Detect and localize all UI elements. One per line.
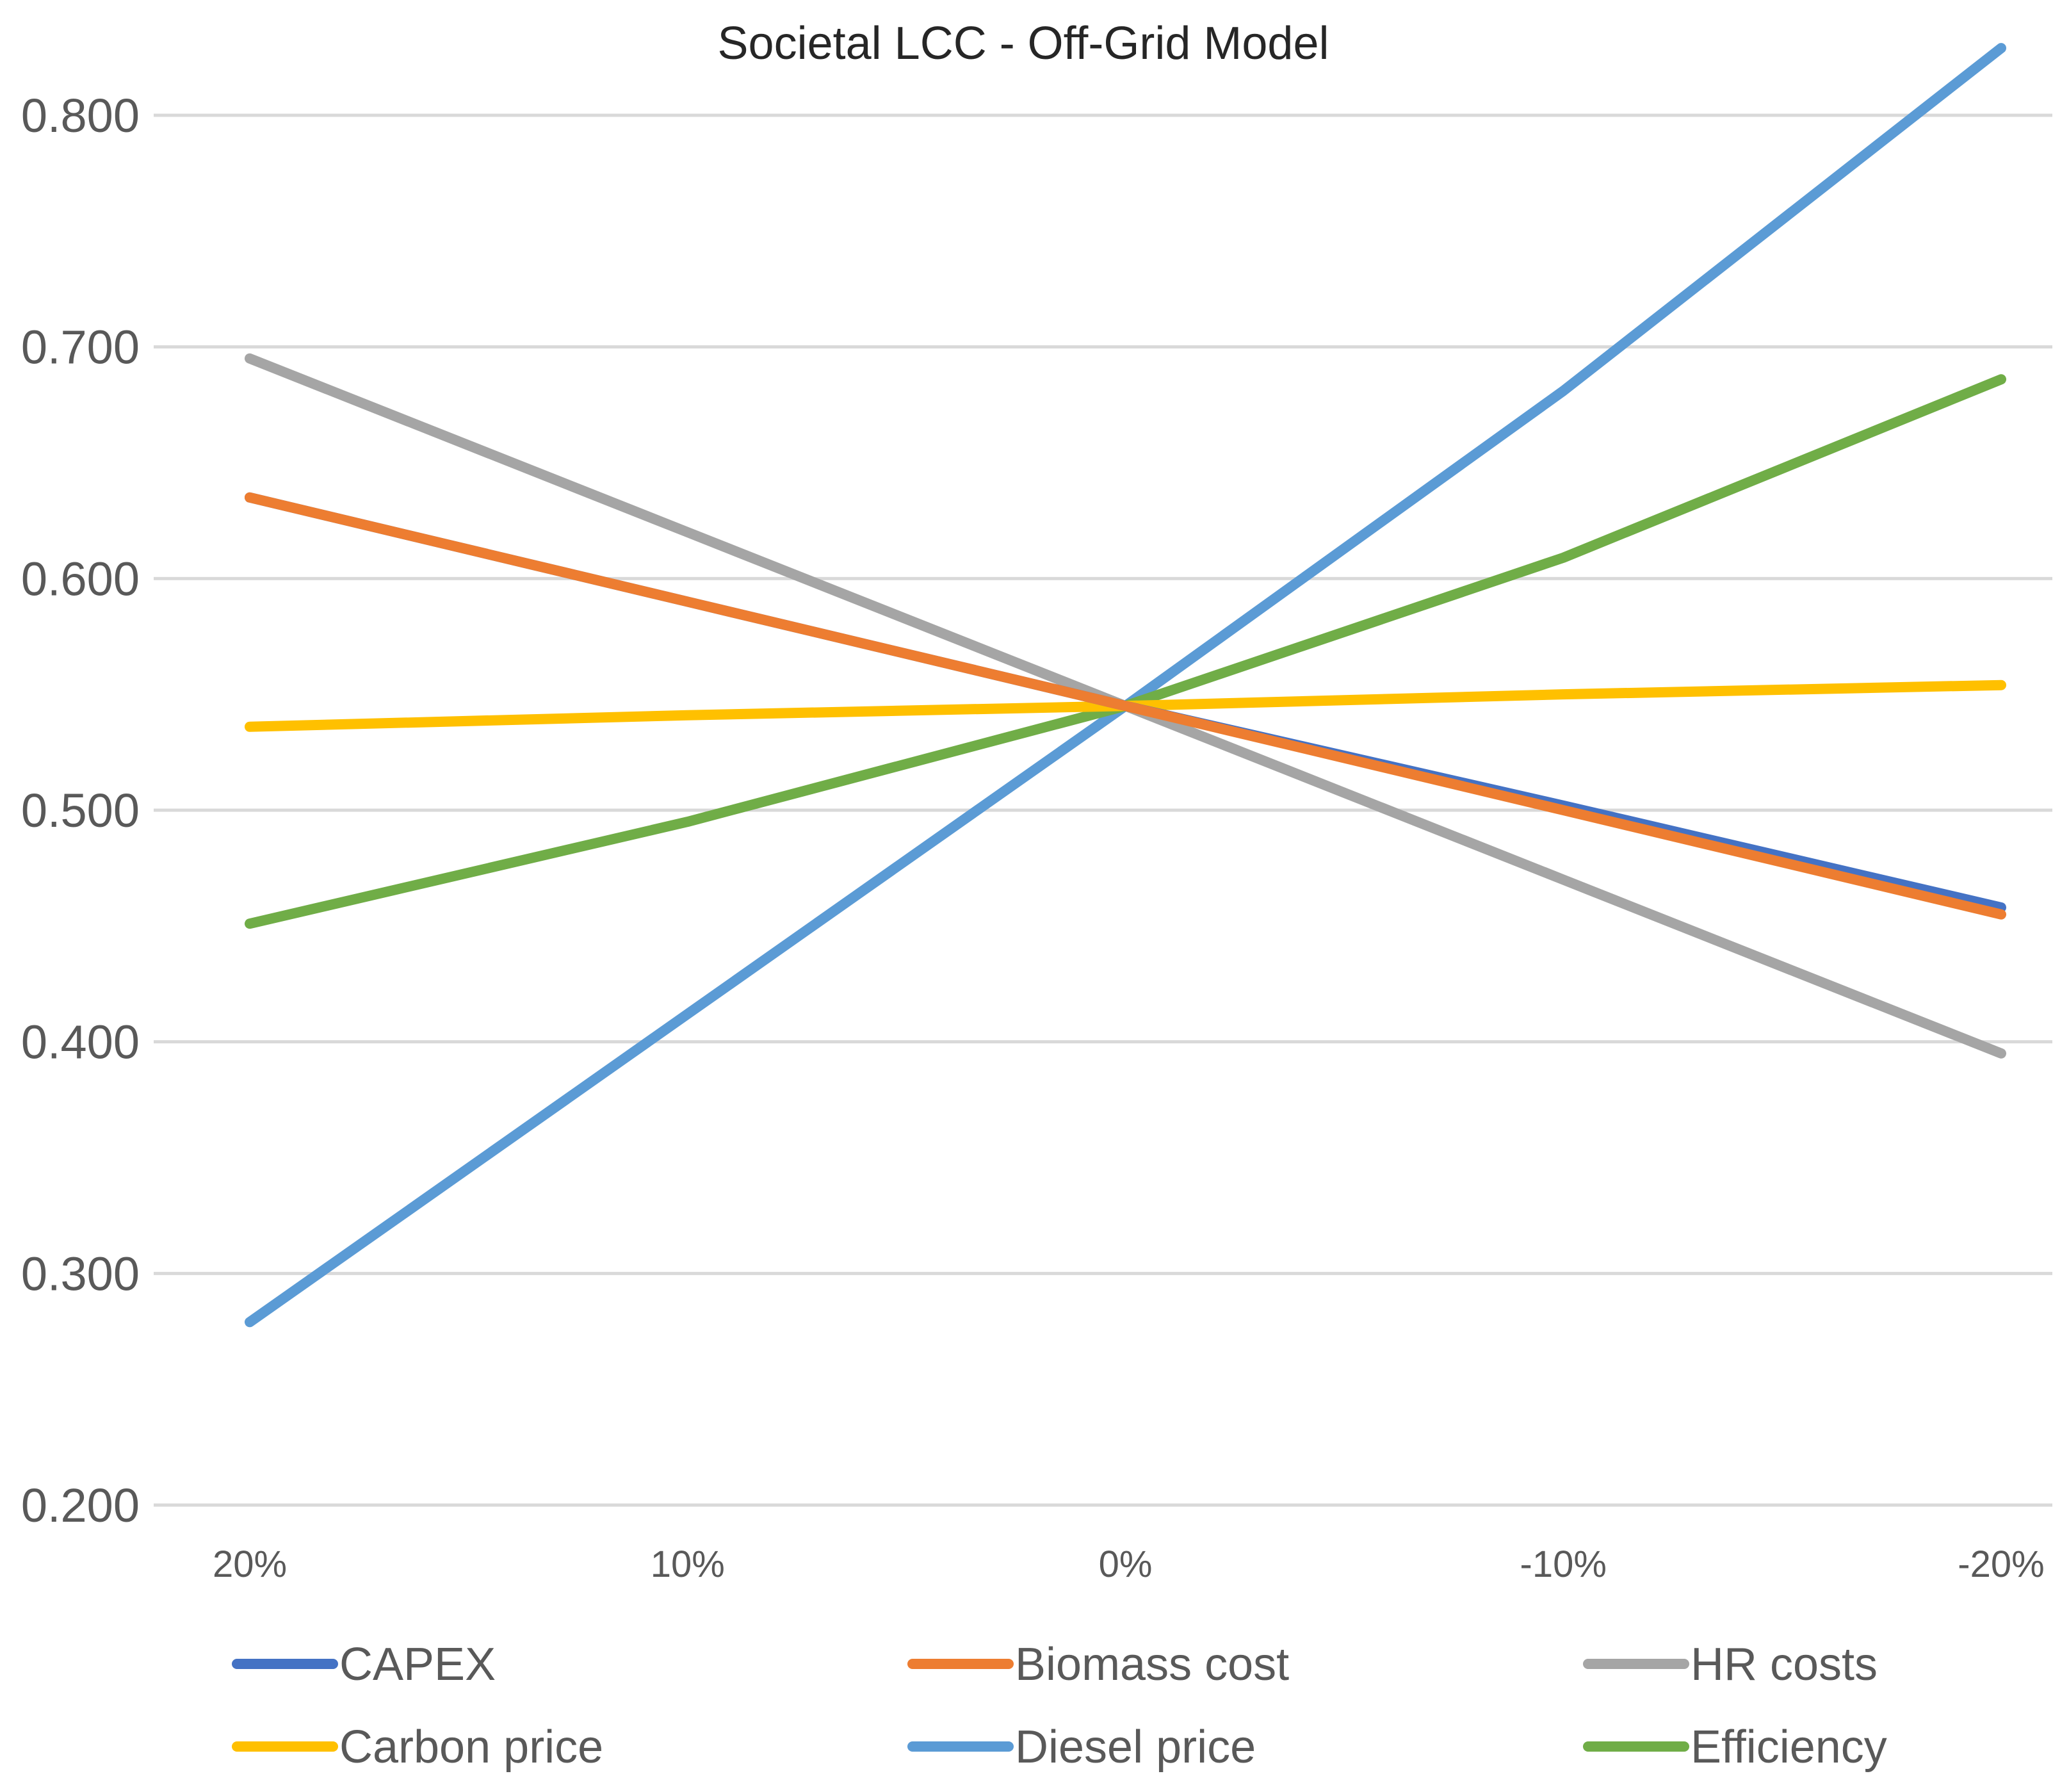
gridlines	[154, 113, 2052, 1507]
y-tick-label: 0.400	[21, 1016, 140, 1069]
legend-label: Diesel price	[1015, 1722, 1256, 1773]
y-tick-label: 0.500	[21, 784, 140, 837]
legend-label: Biomass cost	[1015, 1639, 1289, 1690]
series-line-diesel-price	[245, 43, 2006, 1328]
y-tick-label: 0.700	[21, 321, 140, 374]
series-lines	[245, 43, 2006, 1328]
legend: CAPEX Biomass cost HR costs Carbon price Die…	[232, 1639, 1887, 1773]
y-tick-label: 0.800	[21, 89, 140, 142]
x-tick-label: 0%	[1099, 1544, 1153, 1585]
y-tick-label: 0.600	[21, 552, 140, 605]
legend-label: Efficiency	[1691, 1722, 1887, 1773]
legend-label: HR costs	[1691, 1639, 1878, 1690]
legend-label: Carbon price	[339, 1722, 603, 1773]
y-axis-ticks: 0.200 0.300 0.400 0.500 0.600 0.700 0.800	[21, 89, 140, 1532]
x-tick-label: -10%	[1520, 1544, 1607, 1585]
y-tick-label: 0.300	[21, 1247, 140, 1300]
x-tick-label: -20%	[1958, 1544, 2044, 1585]
series-line-biomass-cost	[245, 492, 2006, 920]
chart-title: Societal LCC - Off-Grid Model	[718, 18, 1329, 69]
y-tick-label: 0.200	[21, 1479, 140, 1532]
x-tick-label: 20%	[213, 1544, 287, 1585]
x-axis-ticks: 20% 10% 0% -10% -20%	[213, 1544, 2045, 1585]
legend-label: CAPEX	[339, 1639, 496, 1690]
x-tick-label: 10%	[651, 1544, 725, 1585]
